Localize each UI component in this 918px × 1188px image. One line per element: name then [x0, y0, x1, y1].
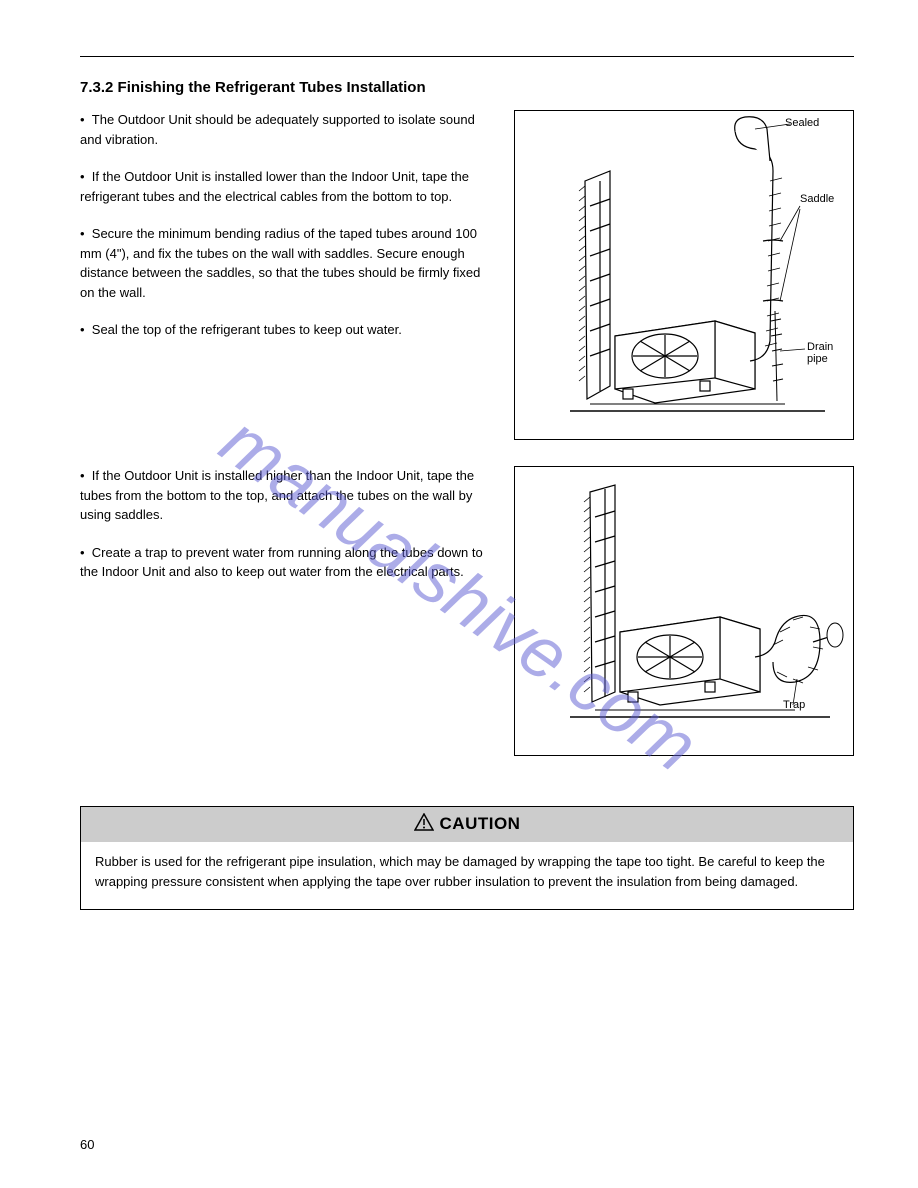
bullet: • Secure the minimum bending radius of t… — [80, 224, 490, 302]
figure-2: Trap — [514, 466, 854, 756]
bullet-text: Seal the top of the refrigerant tubes to… — [92, 322, 402, 337]
row-2: • If the Outdoor Unit is installed highe… — [80, 466, 854, 756]
figure-col-1: Sealed Saddle Drain pipe — [514, 110, 854, 440]
outdoor-unit-higher-diagram — [515, 467, 855, 757]
label-sealed: Sealed — [785, 117, 819, 129]
bullet-text: Secure the minimum bending radius of the… — [80, 226, 480, 300]
bullet-text: If the Outdoor Unit is installed lower t… — [80, 169, 469, 204]
figure-col-2: Trap — [514, 466, 854, 756]
label-drain-pipe: Drain pipe — [807, 341, 833, 365]
caution-body: Rubber is used for the refrigerant pipe … — [81, 842, 853, 909]
figure-2-inner: Trap — [515, 467, 853, 755]
row-1: • The Outdoor Unit should be adequately … — [80, 110, 854, 440]
text-col-1: • The Outdoor Unit should be adequately … — [80, 110, 490, 358]
outdoor-unit-lower-diagram — [515, 111, 855, 441]
text-col-2: • If the Outdoor Unit is installed highe… — [80, 466, 490, 600]
section-title-text: Finishing the Refrigerant Tubes Installa… — [118, 79, 426, 96]
warning-triangle-icon — [414, 813, 434, 836]
bullet: • Create a trap to prevent water from ru… — [80, 543, 490, 582]
page-number: 60 — [80, 1137, 94, 1152]
page-content: 7.3.2 Finishing the Refrigerant Tubes In… — [0, 0, 918, 1188]
caution-box: CAUTION Rubber is used for the refrigera… — [80, 806, 854, 910]
bullet: • If the Outdoor Unit is installed highe… — [80, 466, 490, 525]
bullet-text: Create a trap to prevent water from runn… — [80, 545, 483, 580]
caution-header: CAUTION — [81, 807, 853, 842]
section-number: 7.3.2 — [80, 79, 113, 96]
bullet: • The Outdoor Unit should be adequately … — [80, 110, 490, 149]
header-rule — [80, 56, 854, 57]
figure-1: Sealed Saddle Drain pipe — [514, 110, 854, 440]
label-trap: Trap — [783, 699, 805, 711]
bullet: • Seal the top of the refrigerant tubes … — [80, 320, 490, 340]
figure-1-inner: Sealed Saddle Drain pipe — [515, 111, 853, 439]
bullet-text: If the Outdoor Unit is installed higher … — [80, 468, 474, 522]
section-heading: 7.3.2 Finishing the Refrigerant Tubes In… — [80, 79, 854, 96]
caution-header-text: CAUTION — [440, 814, 521, 833]
bullet: • If the Outdoor Unit is installed lower… — [80, 167, 490, 206]
label-saddle: Saddle — [800, 193, 834, 205]
bullet-text: The Outdoor Unit should be adequately su… — [80, 112, 475, 147]
